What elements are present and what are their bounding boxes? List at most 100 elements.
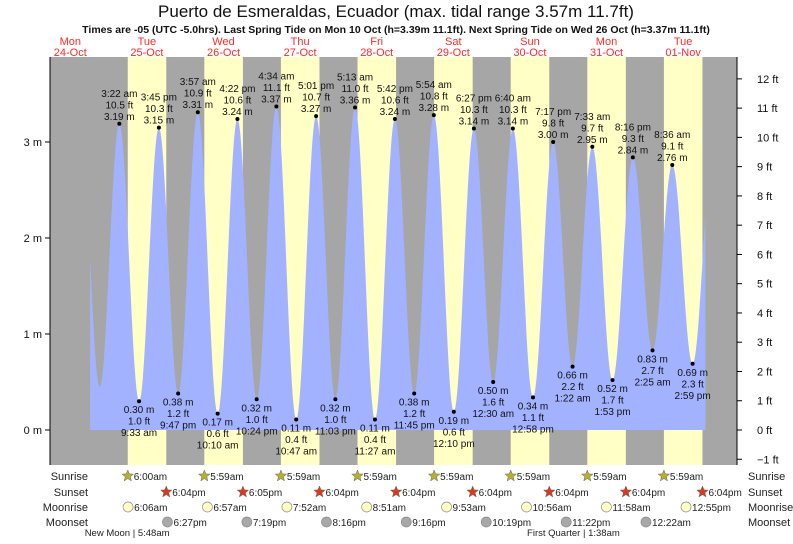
sunset-time: 6:04pm [479,488,512,499]
right-tick-label: 1 ft [757,396,772,408]
moonrise-moon-icon [361,501,372,513]
low-tide-m-label: 0.19 m [439,416,470,427]
moonset-time: 10:19pm [492,518,531,529]
right-tick-label: 2 ft [757,366,772,378]
moonrise-moon-icon [521,501,532,513]
high-tide-time-label: 6:27 pm [456,94,492,105]
moonrise-time: 6:06am [134,503,167,514]
high-tide-ft-label: 10.8 ft [420,92,448,103]
moonrise-moon-icon [122,501,134,513]
high-tide-m-label: 3.37 m [261,94,292,105]
tide-point [510,126,515,131]
tide-point [670,163,675,168]
date-label: 31-Oct [590,47,623,59]
tide-point [353,105,358,110]
date-label: 24-Oct [54,47,87,59]
high-tide-ft-label: 11.1 ft [263,83,290,94]
low-tide-m-label: 0.52 m [597,384,628,395]
moonrise-moon-icon [680,501,692,513]
low-tide-m-label: 0.69 m [677,368,708,379]
sunset-time: 6:04pm [632,488,665,499]
moonset-moon-icon [640,516,652,528]
low-tide-ft-label: 2.7 ft [641,366,663,377]
high-tide-m-label: 2.95 m [577,135,608,146]
right-tick-label: −1 ft [757,454,779,466]
moonset-time: 6:27pm [173,518,206,529]
low-tide-ft-label: 1.0 ft [128,417,150,428]
tide-point [215,411,220,416]
low-tide-m-label: 0.66 m [557,371,588,382]
tide-point [451,409,456,414]
moonset-moon-icon [162,516,173,528]
sunset-star-icon [466,485,480,498]
low-tide-ft-label: 2.2 ft [561,382,583,393]
low-tide-m-label: 0.11 m [281,423,311,434]
high-tide-m-label: 3.24 m [222,107,253,118]
high-tide-time-label: 5:54 am [416,80,452,91]
tide-point [117,121,122,126]
high-tide-ft-label: 10.3 ft [460,105,488,116]
sunrise-star-icon [351,469,364,482]
sunset-star-icon [236,485,250,498]
low-tide-time-label: 1:22 am [554,394,590,405]
sunset-star-icon [389,485,403,498]
sunset-row-label-right: Sunset [748,487,782,499]
tide-point [156,125,161,130]
sunrise-star-icon [121,469,135,482]
day-of-week-label: Thu [291,36,310,48]
moonset-time: 8:16pm [332,518,365,529]
high-tide-m-label: 3.00 m [538,130,569,141]
date-label: 25-Oct [130,47,163,59]
tide-point [491,380,496,384]
moonrise-moon-icon [202,501,213,513]
sunrise-time: 5:59am [670,472,703,483]
moonrise-row-label: Moonrise [43,502,88,514]
tide-point [372,417,377,422]
moonrise-time: 11:58am [612,503,650,514]
tide-point [294,417,299,422]
date-label: 28-Oct [360,47,393,59]
right-tick-label: 7 ft [757,220,772,232]
high-tide-m-label: 3.28 m [419,103,450,114]
sunset-time: 6:04pm [325,488,358,499]
tide-point [137,399,142,404]
sunrise-time: 5:59am [517,472,550,483]
high-tide-ft-label: 10.3 ft [145,104,173,115]
right-tick-label: 3 ft [757,337,772,349]
high-tide-ft-label: 9.7 ft [581,123,603,134]
sunset-time: 6:04pm [708,488,741,499]
left-tick-label: 3 m [24,137,42,149]
high-tide-time-label: 5:42 pm [377,84,413,95]
chart-subtitle: Times are -05 (UTC -5.0hrs). Last Spring… [82,24,710,36]
sunrise-row-label: Sunrise [51,471,88,483]
high-tide-m-label: 3.24 m [380,107,411,118]
moonset-moon-icon [480,516,492,528]
chart-title: Puerto de Esmeraldas, Ecuador (max. tida… [158,2,634,21]
right-tick-label: 6 ft [757,249,772,261]
sunrise-time: 5:59am [440,472,473,483]
high-tide-m-label: 3.36 m [340,95,371,106]
day-of-week-label: Sun [520,36,540,48]
low-tide-ft-label: 1.2 ft [167,409,189,420]
moonset-time: 9:16pm [412,518,445,529]
high-tide-m-label: 3.14 m [498,117,529,128]
sunrise-star-icon [197,469,211,482]
tide-point [235,116,240,121]
sunset-star-icon [619,485,633,498]
tide-point [630,155,635,160]
tide-point [690,361,695,366]
low-tide-ft-label: 0.4 ft [285,435,307,446]
moonset-moon-icon [560,516,572,528]
sunset-star-icon [313,485,326,498]
date-label: 29-Oct [437,47,470,59]
sunrise-time: 6:00am [134,472,167,483]
tide-point [431,113,436,118]
tide-point [314,114,319,119]
right-tick-label: 9 ft [757,162,772,174]
high-tide-m-label: 2.84 m [618,145,649,156]
moonset-time: 11:22pm [572,518,610,529]
left-tick-label: 1 m [24,329,42,341]
sunrise-row-label-right: Sunrise [748,471,785,483]
sunrise-time: 5:59am [210,472,243,483]
low-tide-ft-label: 0.6 ft [207,429,229,440]
